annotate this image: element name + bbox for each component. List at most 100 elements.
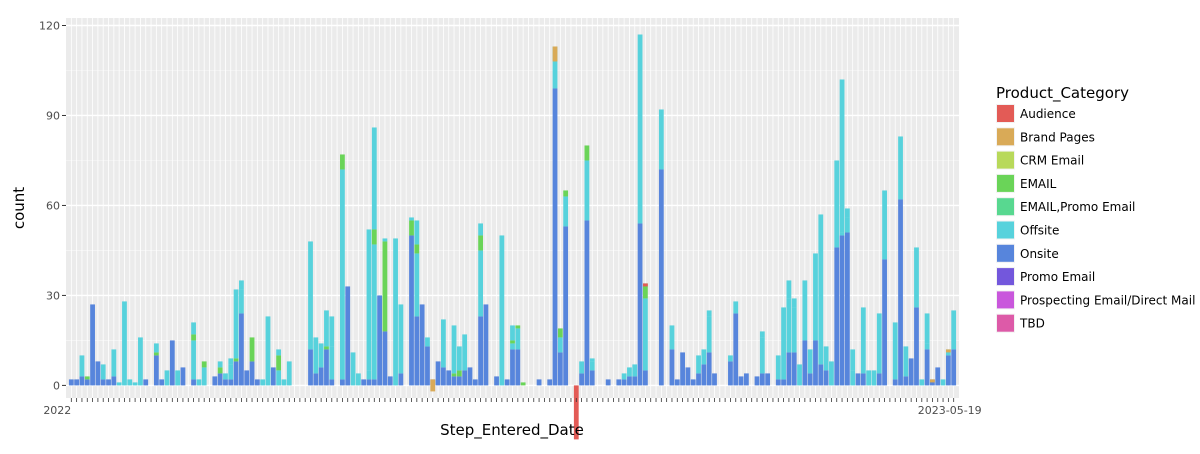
bar-segment-offsite: [260, 379, 266, 386]
bar-segment-email: [409, 220, 414, 236]
bar-segment-email: [456, 370, 462, 377]
bar-segment-offsite: [515, 328, 521, 350]
bar-segment-onsite: [557, 352, 563, 386]
bar-segment-offsite: [642, 298, 648, 371]
bar-segment-offsite: [239, 289, 244, 314]
bar-segment-onsite: [515, 349, 521, 386]
bar-segment-onsite: [690, 379, 696, 386]
bar-segment-onsite: [74, 379, 80, 386]
bar-segment-email: [371, 229, 377, 245]
bar-segment-offsite: [627, 367, 632, 377]
bar-segment-offsite: [759, 337, 765, 374]
bar-segment-onsite: [786, 352, 792, 386]
legend-swatch: [997, 128, 1014, 146]
bar-segment-remainder: [382, 238, 388, 242]
bar-segment-remainder: [914, 247, 919, 308]
bar-segment-onsite: [504, 379, 510, 386]
bar-segment-onsite: [658, 169, 664, 386]
bar-segment-email: [642, 283, 648, 299]
bar-segment-onsite: [627, 376, 632, 386]
bar-segment-remainder: [456, 346, 462, 371]
bar-segment-email: [557, 328, 563, 338]
bar-segment-onsite: [451, 376, 457, 386]
bar-segment-onsite: [547, 379, 553, 386]
bar-segment-onsite: [159, 379, 165, 386]
bar-segment-onsite: [329, 379, 335, 386]
x-tick-label-last: 2023-05-19: [918, 404, 982, 417]
bar-segment-onsite: [914, 307, 919, 386]
bar-segment-remainder: [451, 325, 457, 374]
bar-segment-onsite: [807, 373, 813, 386]
bar-segment-offsite: [201, 367, 207, 386]
bar-segment-offsite: [441, 319, 446, 368]
legend-swatch: [997, 198, 1014, 216]
bar-segment-remainder: [409, 217, 414, 221]
bar-segment-remainder: [276, 349, 282, 356]
bar-segment-onsite: [706, 352, 712, 386]
bar-segment-offsite: [632, 364, 638, 377]
bar-segment-onsite: [834, 247, 840, 386]
bar-segment-onsite: [685, 367, 691, 386]
bar-segment-onsite: [781, 379, 786, 386]
bar-segment-onsite: [860, 373, 866, 386]
bar-segment-audience: [573, 385, 579, 440]
legend-swatch: [997, 174, 1014, 192]
bar-segment-onsite: [377, 295, 383, 386]
bar-segment-onsite: [876, 373, 882, 386]
bar-segment-onsite: [249, 361, 255, 386]
bar-segment-onsite: [818, 364, 824, 386]
bar-segment-onsite: [217, 373, 223, 386]
bar-segment-offsite: [706, 316, 712, 353]
bar-segment-onsite: [409, 235, 414, 386]
bar-segment-onsite: [169, 340, 175, 386]
bar-segment-onsite: [212, 376, 218, 386]
bar-segment-remainder: [153, 343, 159, 353]
bar-segment-onsite: [324, 349, 329, 386]
bar-segment-email: [233, 358, 239, 362]
bar-segment-onsite: [579, 373, 584, 386]
bar-segment-onsite: [239, 313, 244, 386]
legend-label: Offsite: [1020, 224, 1059, 238]
bar-segment-onsite: [340, 379, 345, 386]
legend-label: Prospecting Email/Direct Mail: [1020, 293, 1195, 307]
bar-segment-remainder: [940, 379, 946, 386]
bar-segment-offsite: [366, 370, 372, 380]
bar-segment-offsite: [919, 379, 925, 386]
bar-segment-offsite: [132, 382, 138, 386]
bar-segment-offsite: [733, 301, 739, 314]
bar-segment-onsite: [605, 379, 611, 386]
bar-segment-email: [414, 244, 420, 254]
bar-segment-offsite: [223, 373, 228, 380]
bar-segment-remainder: [239, 280, 244, 290]
bar-segment-onsite: [100, 379, 106, 386]
bar-segment-onsite: [462, 370, 468, 386]
legend-swatch: [997, 105, 1014, 122]
bar-segment-onsite: [153, 355, 159, 386]
bar-segment-onsite: [494, 376, 499, 386]
bar-segment-offsite: [393, 238, 398, 386]
bar-segment-offsite: [164, 370, 170, 386]
bar-segment-offsite: [637, 67, 643, 224]
legend-title: Product_Category: [996, 84, 1129, 103]
y-axis-title: count: [10, 187, 28, 229]
bar-segment-offsite: [329, 346, 335, 380]
bar-segment-onsite: [616, 379, 622, 386]
bar-segment-onsite: [759, 373, 765, 386]
bar-segment-onsite: [765, 373, 771, 386]
bar-segment-offsite: [478, 250, 483, 317]
bar-segment-onsite: [371, 379, 377, 386]
bar-segment-offsite: [122, 301, 127, 386]
bar-segment-offsite: [791, 307, 797, 353]
bar-segment-onsite: [802, 340, 808, 386]
bar-segment-onsite: [143, 379, 149, 386]
legend-swatch: [997, 244, 1014, 262]
bar-segment-onsite: [637, 223, 643, 386]
bar-segment-onsite: [898, 199, 903, 386]
bar-segment-offsite: [579, 361, 584, 374]
bar-segment-onsite: [467, 367, 473, 386]
bar-segment-onsite: [366, 379, 372, 386]
bar-segment-onsite: [536, 379, 542, 386]
bar-segment-email: [584, 145, 590, 161]
bar-segment-onsite: [398, 373, 404, 386]
bar-segment-offsite: [850, 370, 856, 386]
